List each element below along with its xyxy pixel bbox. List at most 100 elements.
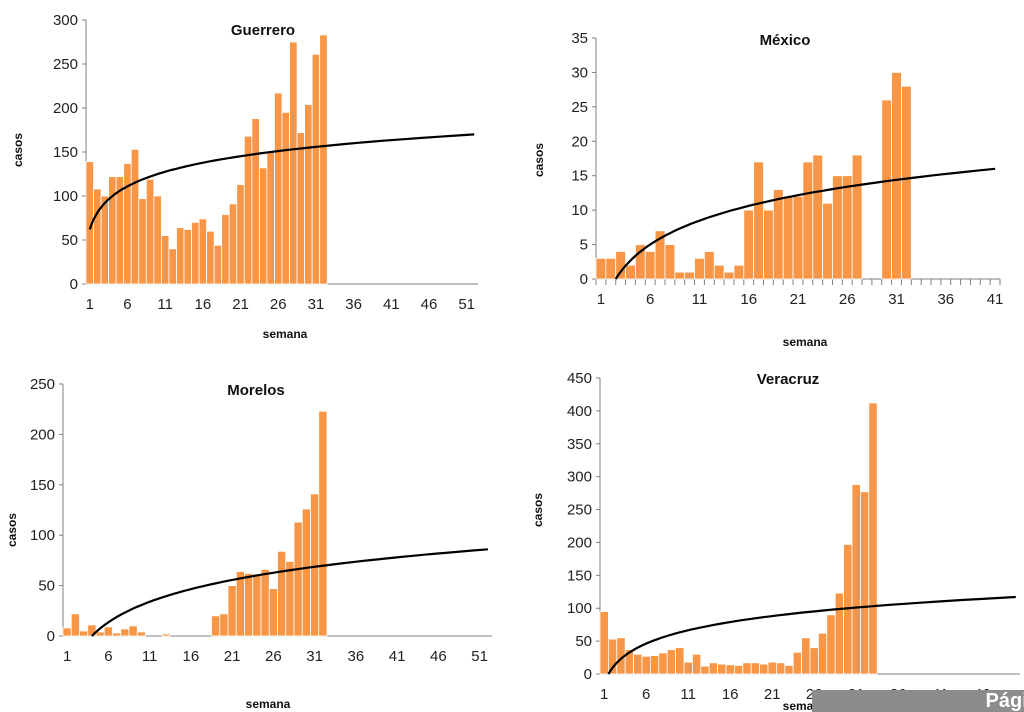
y-tick-label: 150 xyxy=(53,144,78,161)
bar xyxy=(832,175,843,280)
x-tick-label: 1 xyxy=(63,648,71,665)
bar xyxy=(792,651,803,675)
bar xyxy=(851,154,863,280)
bar xyxy=(136,631,146,637)
bar xyxy=(277,550,287,637)
y-tick-label: 150 xyxy=(30,477,55,494)
bar xyxy=(812,154,824,280)
y-tick-label: 10 xyxy=(571,202,588,219)
bar xyxy=(675,647,685,675)
bar xyxy=(311,53,321,285)
bar xyxy=(128,625,138,637)
bar xyxy=(236,184,245,285)
y-tick-label: 150 xyxy=(567,567,592,584)
bar xyxy=(70,613,80,637)
trend-line xyxy=(607,595,1016,675)
bar xyxy=(310,493,320,637)
bar xyxy=(742,662,752,675)
bar xyxy=(650,655,660,675)
y-tick-label: 25 xyxy=(571,99,588,116)
y-tick-label: 100 xyxy=(30,527,55,544)
bar xyxy=(658,652,668,675)
y-tick-label: 5 xyxy=(580,237,588,254)
bar xyxy=(112,632,122,637)
bar xyxy=(694,257,705,280)
bar xyxy=(183,229,192,285)
bar xyxy=(708,662,719,675)
bar xyxy=(666,649,677,675)
x-tick-label: 6 xyxy=(104,648,112,665)
bar xyxy=(228,203,238,285)
bar xyxy=(802,161,814,280)
chart-veracruz: Veracruz semana casos 050100150200250300… xyxy=(531,370,1020,712)
bar xyxy=(130,148,140,285)
bar xyxy=(95,631,105,637)
x-tick-label: 46 xyxy=(421,296,438,313)
bar xyxy=(211,615,221,637)
bar xyxy=(285,561,295,637)
y-tick-label: 200 xyxy=(53,100,78,117)
bar xyxy=(79,630,89,637)
x-tick-label: 16 xyxy=(740,291,757,308)
y-tick-label: 300 xyxy=(567,469,592,486)
y-tick-label: 250 xyxy=(30,376,55,393)
bar xyxy=(160,235,170,285)
bar xyxy=(266,151,275,285)
bar xyxy=(641,655,651,675)
bar xyxy=(818,632,828,675)
bar xyxy=(145,178,155,285)
bar xyxy=(138,198,147,285)
bar xyxy=(281,112,290,285)
bar xyxy=(227,585,237,637)
y-tick-label: 35 xyxy=(571,30,588,47)
x-tick-label: 26 xyxy=(265,648,282,665)
bar xyxy=(161,633,171,637)
bar xyxy=(206,230,215,285)
page-number-badge: Págin xyxy=(812,690,1024,712)
x-tick-label: 26 xyxy=(270,296,287,313)
x-tick-label: 1 xyxy=(86,296,94,313)
bar xyxy=(289,41,298,285)
bar xyxy=(776,662,786,675)
x-axis-label: semana xyxy=(263,327,308,341)
page-label: Págin xyxy=(985,690,1024,712)
bar xyxy=(258,167,268,285)
y-tick-label: 20 xyxy=(571,133,588,150)
y-tick-label: 50 xyxy=(38,578,55,595)
x-tick-label: 31 xyxy=(306,648,323,665)
x-tick-label: 16 xyxy=(183,648,200,665)
bar xyxy=(235,571,245,637)
y-tick-label: 250 xyxy=(567,502,592,519)
y-tick-label: 0 xyxy=(584,666,592,683)
y-axis-label: casos xyxy=(531,493,545,527)
y-tick-label: 400 xyxy=(567,403,592,420)
y-tick-label: 0 xyxy=(580,271,588,288)
y-axis-label: casos xyxy=(532,143,546,177)
x-tick-label: 51 xyxy=(458,296,475,313)
x-tick-label: 21 xyxy=(790,291,807,308)
x-tick-label: 31 xyxy=(888,291,905,308)
bar xyxy=(100,195,110,285)
bar xyxy=(605,257,617,280)
bar xyxy=(62,627,72,637)
x-tick-label: 41 xyxy=(987,291,1004,308)
bar xyxy=(87,624,97,637)
x-tick-label: 6 xyxy=(642,686,650,703)
bar xyxy=(772,189,784,280)
bar xyxy=(733,264,745,280)
bar xyxy=(252,575,262,637)
bar xyxy=(860,491,870,675)
y-tick-label: 450 xyxy=(567,370,592,387)
x-tick-label: 16 xyxy=(195,296,212,313)
x-tick-label: 21 xyxy=(232,296,249,313)
bar xyxy=(784,665,794,675)
trend-line xyxy=(88,133,475,230)
bar xyxy=(644,251,656,280)
bar xyxy=(301,508,311,637)
bar xyxy=(717,663,727,675)
bar xyxy=(703,251,715,280)
x-tick-label: 21 xyxy=(764,686,781,703)
bar xyxy=(595,257,607,280)
